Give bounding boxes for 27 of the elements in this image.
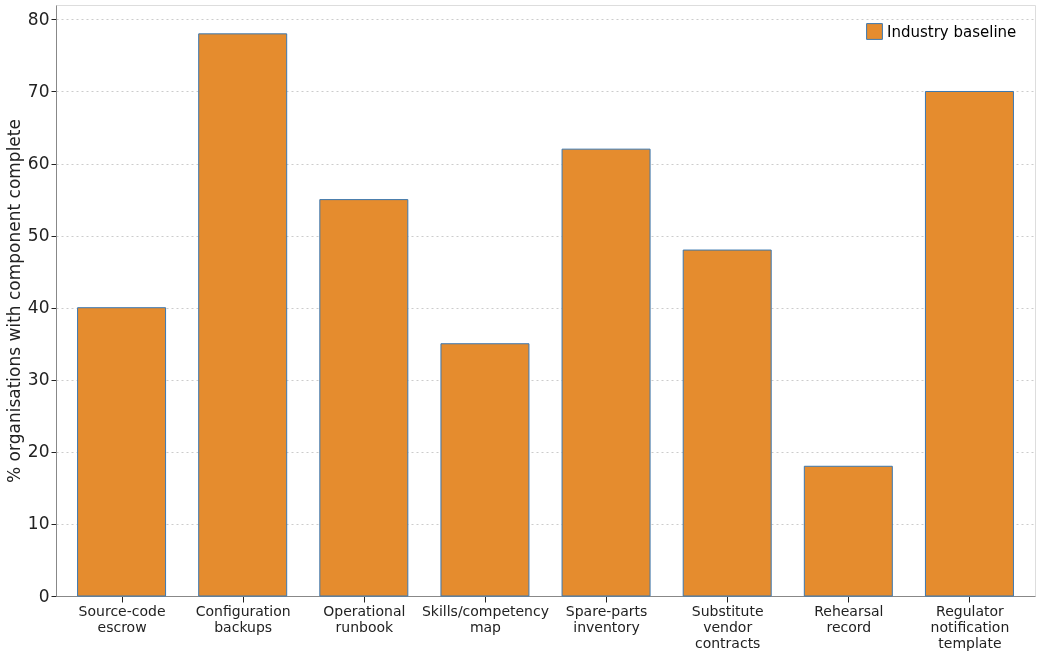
legend-label: Industry baseline — [887, 22, 1017, 41]
bar — [924, 90, 1014, 597]
y-tick-label: 70 — [27, 80, 50, 101]
y-tick-label: 60 — [27, 153, 50, 174]
x-tick-label: Operational runbook — [323, 602, 406, 635]
bar — [77, 307, 167, 597]
y-tick-label: 0 — [38, 585, 50, 606]
x-tick-label: Source-code escrow — [78, 602, 166, 635]
bar — [561, 148, 651, 597]
y-tick-label: 40 — [27, 297, 50, 318]
y-tick-label: 10 — [27, 513, 50, 534]
x-tick-label: Rehearsal record — [814, 602, 884, 635]
bar — [803, 465, 893, 597]
y-tick-label: 80 — [27, 8, 50, 29]
x-tick-label: Skills/competency map — [421, 602, 549, 635]
x-tick-label: Spare-parts inventory — [565, 602, 648, 635]
bar — [198, 33, 288, 597]
x-tick-label: Substitute vendor contracts — [691, 602, 764, 651]
bar — [440, 343, 530, 597]
y-tick-label: 20 — [27, 441, 50, 462]
x-tick-label: Configuration backups — [195, 602, 291, 635]
y-tick-label: 30 — [27, 369, 50, 390]
bar — [319, 199, 409, 597]
x-tick-label: Regulator notification template — [930, 602, 1010, 651]
y-tick-label: 50 — [27, 225, 50, 246]
bar — [682, 249, 772, 597]
y-axis-title: % organisations with component complete — [3, 119, 24, 483]
